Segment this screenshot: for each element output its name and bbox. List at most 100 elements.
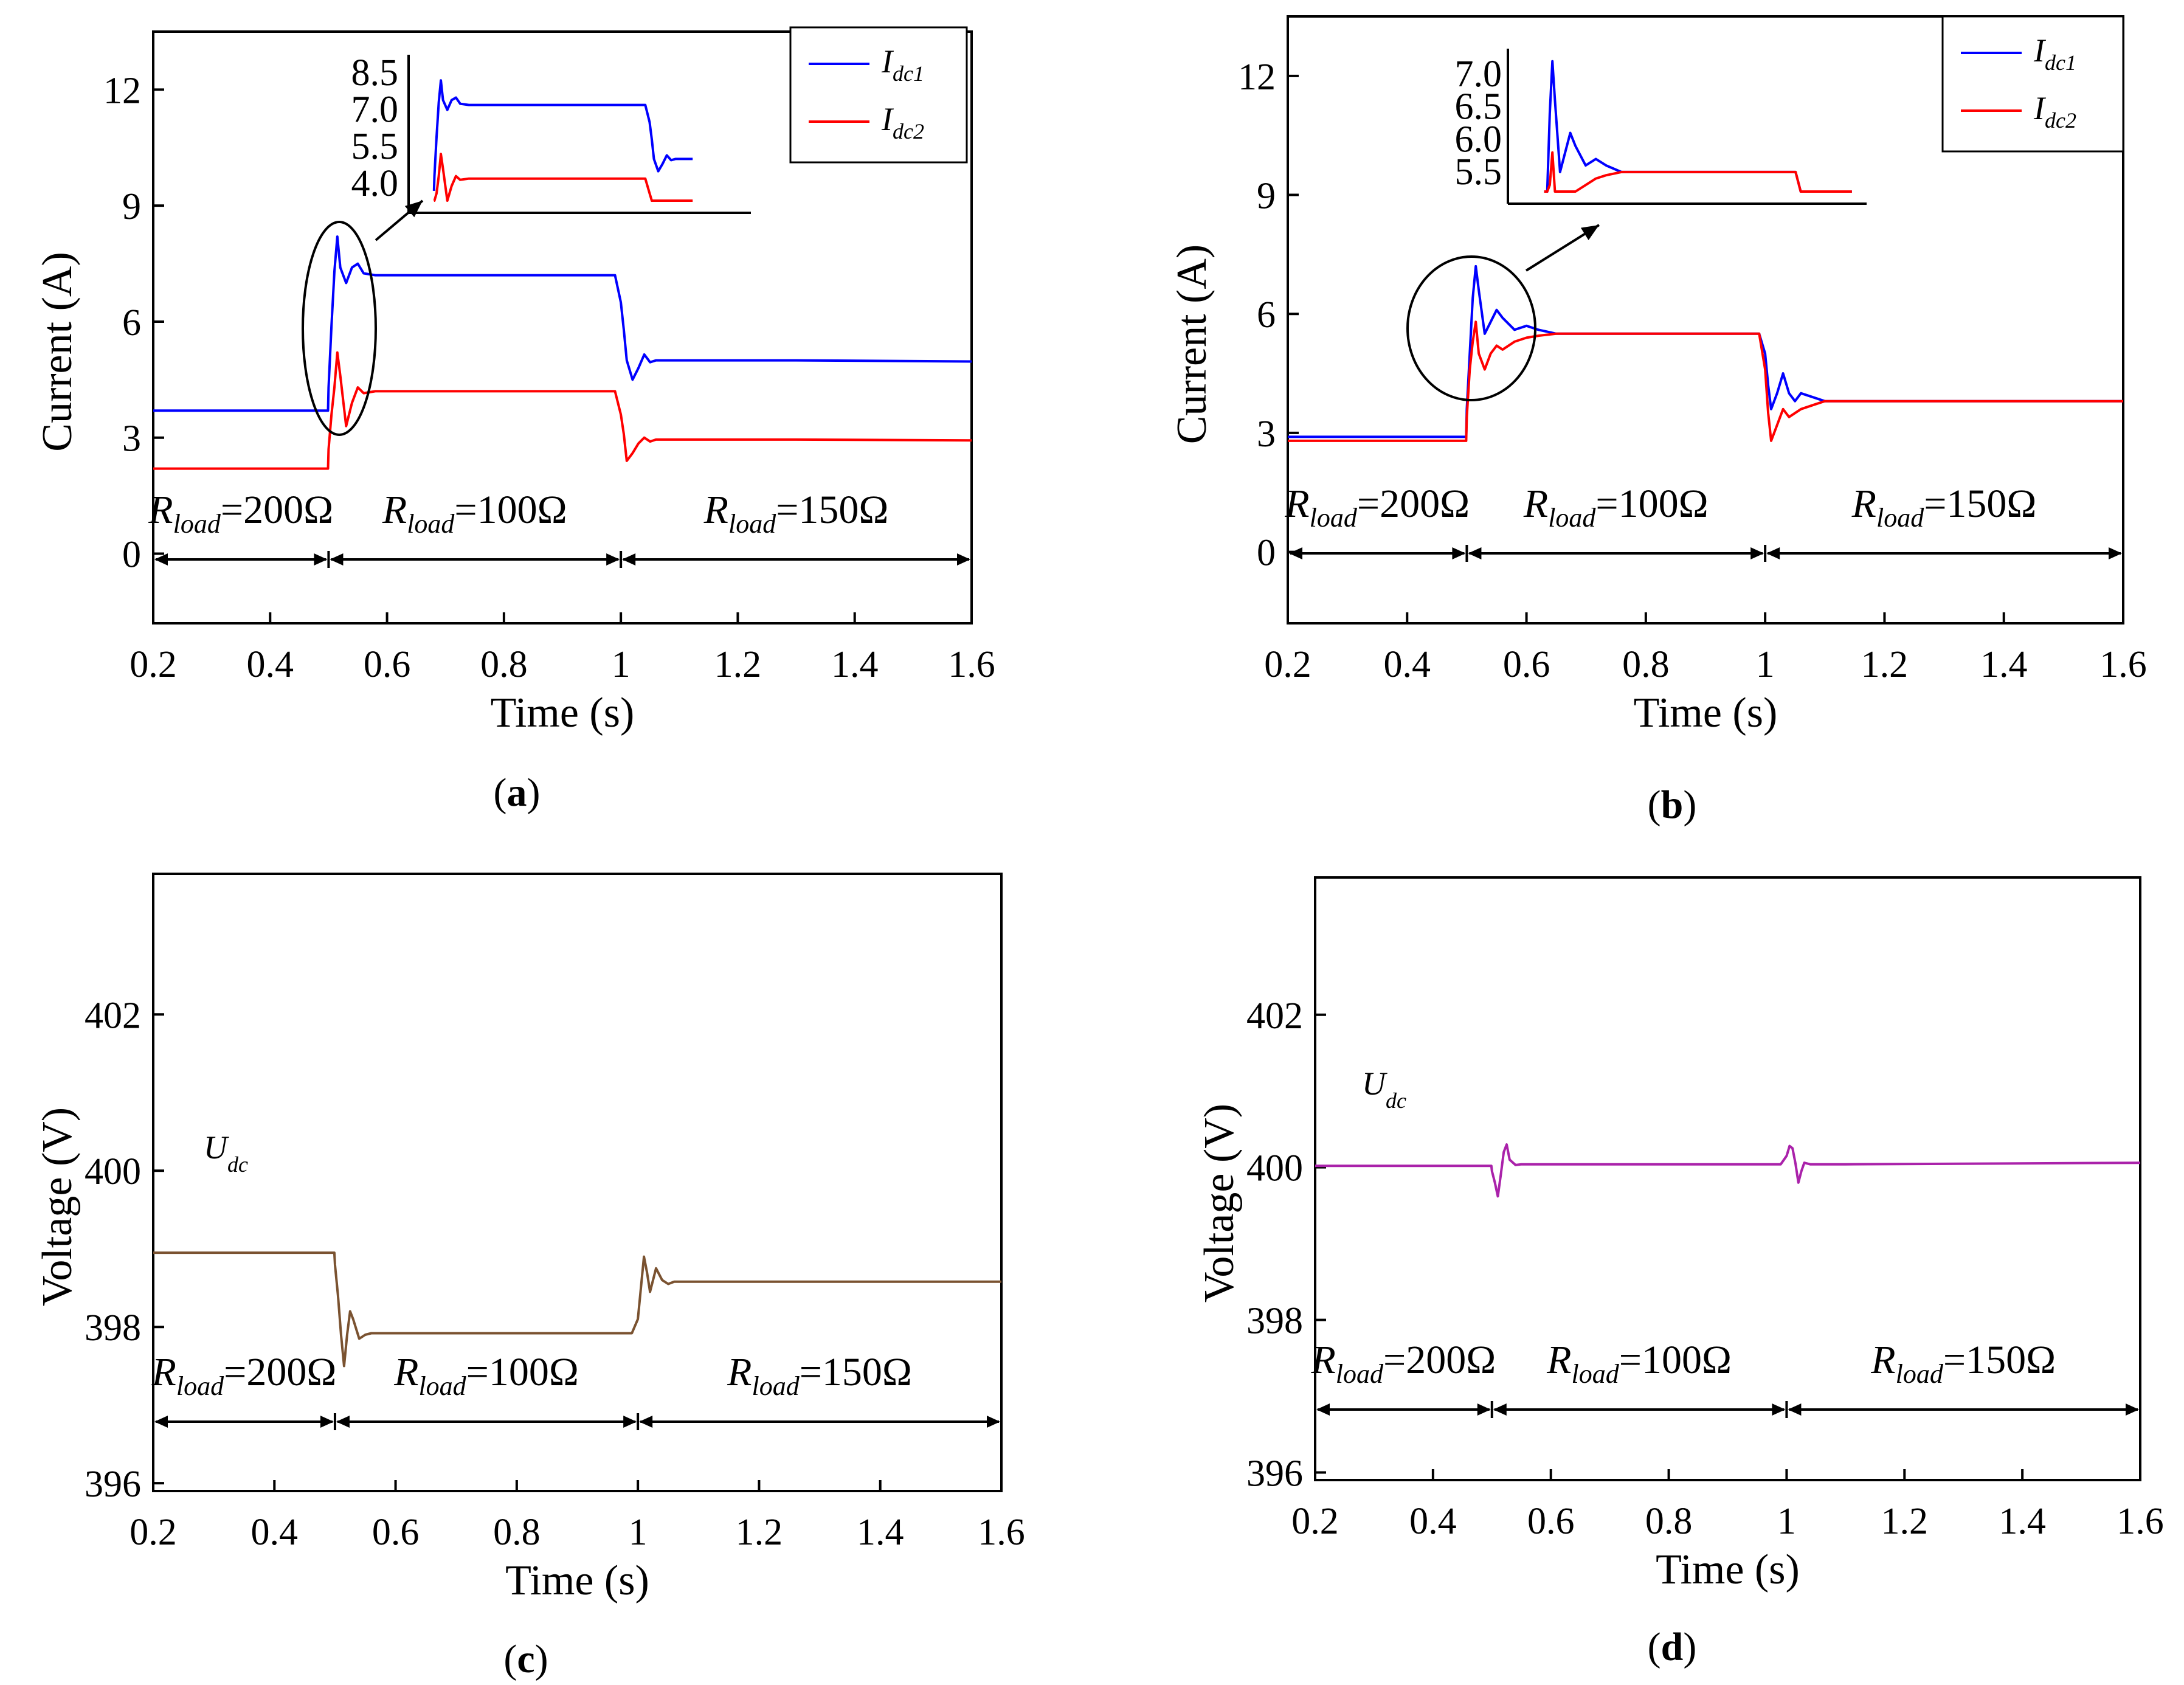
y-axis-label: Current (A) [34,252,81,452]
legend: Idc1 Idc2 [789,26,968,164]
arrow-head [1788,1403,1802,1416]
x-tick-label: 0.2 [130,1512,177,1553]
y-tick-label: 12 [1238,57,1276,98]
plot-frame [152,873,1003,1492]
x-tick-label: 1.4 [831,644,879,685]
chart-a: 0.2 0.4 0.6 0.8 1 1.2 1.4 1.6 0 3 6 9 12 Time (s) Curr… [34,26,995,815]
arrow-head [1766,547,1780,559]
x-tick-label: 0.8 [1645,1501,1693,1542]
y-tick-label: 396 [1246,1453,1303,1494]
arrow-head [987,1416,1000,1428]
rload-annotation: Rload=150Ω [1851,482,2037,533]
y-axis-label: Voltage (V) [1196,1104,1243,1303]
arrow-head [1750,547,1764,559]
inset-y-tick-label: 7.0 [1455,54,1502,95]
panel-caption: (d) [1648,1625,1697,1669]
inset-y-tick-label: 5.5 [1455,151,1502,193]
inset-chart: 7.06.56.05.5 [1455,49,1867,205]
x-tick-label: 0.6 [1527,1501,1575,1542]
x-tick-label: 1.2 [736,1512,783,1553]
rload-annotation: Rload=100Ω [393,1350,579,1401]
inset-y-tick-label: 6.0 [1455,119,1502,160]
rload-annotation: Rload=150Ω [1870,1338,2056,1389]
arrow-head [606,553,620,566]
x-tick-label: 1 [1756,644,1775,685]
inset-series-line-i_dc2 [433,153,693,202]
legend-label: Idc2 [2033,90,2076,133]
inset-chart: 8.57.05.54.0 [351,52,751,214]
rload-annotation: Rload=150Ω [703,488,889,539]
panel-caption-letter: d [1661,1625,1684,1669]
x-tick-label: 0.4 [1409,1501,1457,1542]
rload-annotation: Rload=200Ω [1310,1338,1496,1389]
y-tick-label: 0 [122,535,141,576]
x-axis-label: Time (s) [505,1557,649,1604]
chart-b: 0.2 0.4 0.6 0.8 1 1.2 1.4 1.6 0 3 6 9 12 Time (s) Curr… [1169,15,2147,827]
plot-frame [1287,15,2124,625]
rload-annotation: Rload=200Ω [1284,482,1470,533]
arrow-head [154,553,168,566]
y-tick-label: 400 [85,1151,141,1192]
legend: Idc1 Idc2 [1941,15,2124,153]
arrow-head [1452,547,1466,559]
x-tick-label: 0.2 [1264,644,1311,685]
chart-c: 0.2 0.4 0.6 0.8 1 1.2 1.4 1.6 396 398 400 402 Time (… [34,873,1025,1681]
arrow-head [2126,1403,2139,1416]
x-tick-label: 0.6 [1503,644,1550,685]
series-label: Udc [204,1129,248,1177]
y-tick-label: 6 [122,302,141,344]
rload-annotation: Rload=100Ω [382,488,567,539]
y-tick-label: 402 [1246,995,1303,1037]
panel-caption: (a) [494,770,541,815]
y-axis-label: Voltage (V) [34,1107,81,1306]
x-tick-label: 1 [629,1512,648,1553]
y-tick-label: 402 [85,995,141,1036]
rload-annotation: Rload=100Ω [1546,1338,1732,1389]
series-line-i_dc2 [1288,320,2123,442]
x-tick-label: 1 [612,644,631,685]
y-tick-label: 9 [1257,176,1276,217]
series-line-i_dc1 [1288,265,2123,438]
zoom-highlight-ellipse [302,221,377,436]
x-tick-label: 0.4 [251,1512,299,1553]
y-tick-label: 398 [85,1307,141,1349]
x-tick-label: 0.6 [364,644,411,685]
chart-d: 0.2 0.4 0.6 0.8 1 1.2 1.4 1.6 396 398 400 402 Time (… [1196,876,2164,1669]
x-axis-label: Time (s) [1634,690,1778,736]
series-line-u_dc [153,1251,1001,1368]
arrow-head [1289,547,1302,559]
x-tick-label: 1 [1777,1501,1796,1542]
panel-caption-letter: a [507,770,527,815]
x-tick-label: 1.6 [948,644,995,685]
series-line-i_dc1 [153,235,972,412]
x-tick-label: 0.6 [372,1512,420,1553]
y-tick-label: 3 [1257,413,1276,455]
x-tick-label: 1.4 [857,1512,904,1553]
zoom-arrow-head [1580,225,1599,241]
rload-annotation: Rload=200Ω [151,1350,337,1401]
y-tick-label: 3 [122,418,141,460]
x-tick-label: 1.6 [2099,644,2147,685]
arrow-head [320,1416,334,1428]
y-tick-label: 12 [103,70,141,111]
x-tick-label: 1.2 [1861,644,1909,685]
legend-label: Idc1 [2033,32,2076,75]
arrow-head [639,1416,653,1428]
x-tick-label: 0.8 [1622,644,1670,685]
rload-annotation: Rload=200Ω [148,488,333,539]
arrow-head [336,1416,350,1428]
y-tick-label: 9 [122,186,141,227]
x-tick-label: 0.4 [247,644,294,685]
arrow-head [623,1416,637,1428]
x-tick-label: 1.2 [1881,1501,1929,1542]
inset-y-tick-label: 6.5 [1455,86,1502,128]
legend-label: Idc1 [881,43,924,86]
legend-label: Idc2 [881,101,924,144]
y-tick-label: 398 [1246,1301,1303,1342]
arrow-head [1468,547,1482,559]
arrow-head [957,553,970,566]
x-tick-label: 0.2 [130,644,177,685]
x-tick-label: 1.6 [2117,1501,2164,1542]
panel-caption: (b) [1648,783,1697,827]
arrow-head [1477,1403,1491,1416]
